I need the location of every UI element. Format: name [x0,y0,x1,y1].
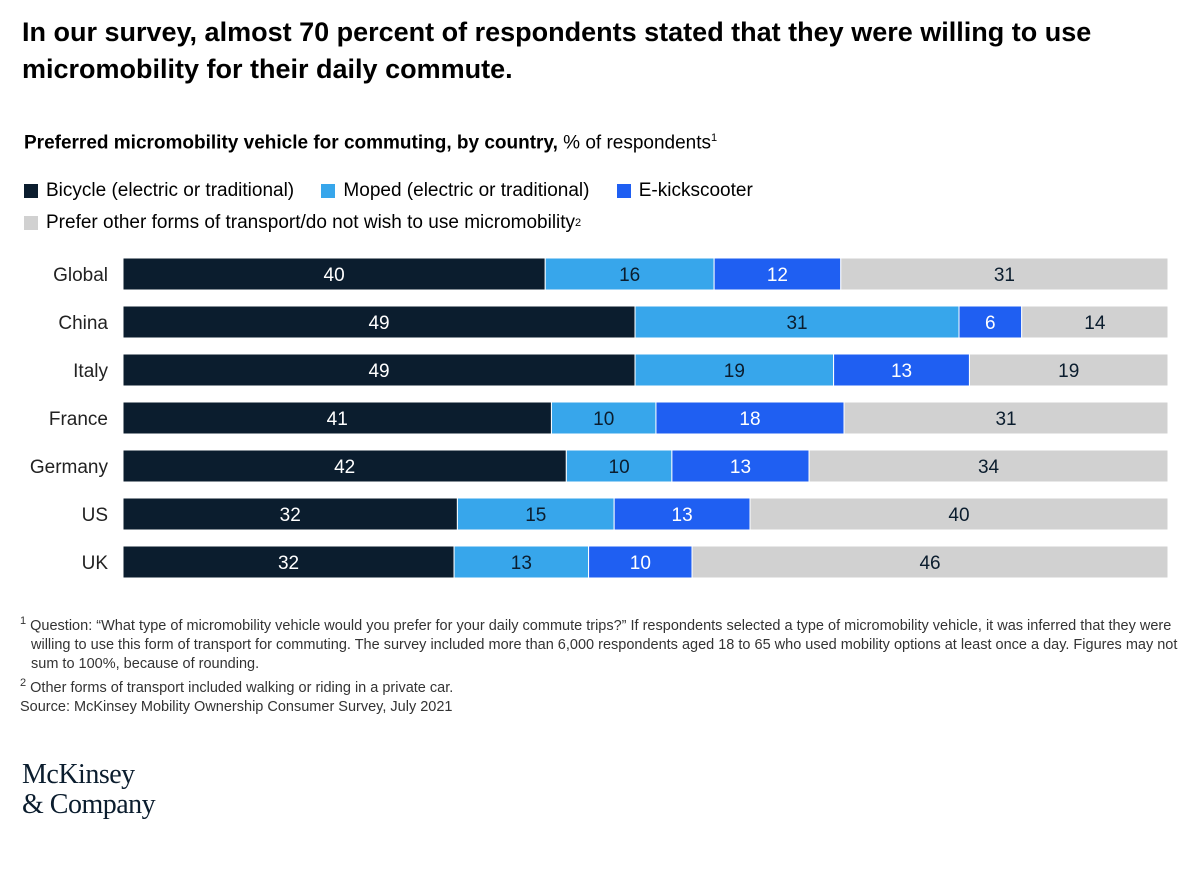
category-label: China [58,313,108,334]
bar-segment [749,497,1169,531]
bar-segment [122,305,636,339]
footnote-mark: 1 [20,615,27,627]
data-label: 10 [609,457,630,478]
data-label: 41 [327,409,348,430]
category-label: US [82,505,108,526]
data-label: 31 [994,265,1015,286]
data-label: 19 [724,361,745,382]
category-label: UK [82,553,109,574]
data-label: 31 [995,409,1016,430]
mckinsey-logo: McKinsey & Company [22,759,156,820]
chart-title: In our survey, almost 70 percent of resp… [22,17,1092,84]
data-label: 13 [672,505,693,526]
bar-segment [456,497,615,531]
legend-label: E-kickscooter [638,180,753,201]
data-label: 42 [334,457,355,478]
data-label: 40 [324,265,345,286]
legend-label: Bicycle (electric or traditional) [46,180,295,201]
legend-item-moped: Moped (electric or traditional) [321,176,589,206]
data-label: 34 [978,457,1000,478]
data-label: 10 [630,553,651,574]
footnote-2: 2 Other forms of transport included walk… [20,674,1195,698]
bar-segment [122,449,567,483]
bar-segment [565,449,673,483]
data-label: 14 [1084,313,1106,334]
data-label: 18 [739,409,760,430]
legend-footnote-mark: 2 [575,217,582,229]
bar-segment [691,545,1169,579]
legend-item-bicycle: Bicycle (electric or traditional) [24,176,294,206]
legend-label: Moped (electric or traditional) [343,180,590,201]
data-label: 15 [525,505,546,526]
bar-segment [843,401,1169,435]
category-label: Italy [73,361,108,382]
bar-segment [122,353,636,387]
bar-segment [634,353,835,387]
data-label: 19 [1058,361,1079,382]
bar-segment [1021,305,1169,339]
footnote-text: Question: “What type of micromobility ve… [26,617,1178,672]
data-label: 13 [730,457,751,478]
data-label: 32 [278,553,299,574]
legend-swatch [24,216,38,230]
data-label: 32 [280,505,301,526]
data-label: 10 [593,409,614,430]
data-label: 46 [919,553,940,574]
data-label: 13 [511,553,532,574]
data-label: 40 [948,505,969,526]
bar-segment [122,497,458,531]
subtitle-footnote-mark: 1 [711,132,718,144]
data-label: 13 [891,361,912,382]
subtitle-bold: Preferred micromobility vehicle for comm… [24,132,558,154]
footnote-1: 1 Question: “What type of micromobility … [20,612,1195,674]
bar-segment [122,401,552,435]
chart-subtitle: Preferred micromobility vehicle for comm… [24,132,717,154]
category-label: Global [53,265,108,286]
bar-segment [544,257,715,291]
data-label: 31 [786,313,807,334]
logo-line-1: McKinsey [22,759,135,790]
bar-segment [968,353,1169,387]
legend-swatch [24,184,38,198]
footnotes: 1 Question: “What type of micromobility … [20,612,1195,717]
legend-swatch [616,184,631,198]
bar-segment [840,257,1169,291]
category-label: France [49,409,108,430]
category-label: Germany [30,457,109,478]
data-label: 12 [767,265,788,286]
bar-segment [550,401,657,435]
bar-segment [808,449,1169,483]
bar-segment [122,257,546,291]
bar-segment [613,497,751,531]
bar-segment [713,257,842,291]
legend: Bicycle (electric or traditional) Moped … [24,176,1124,240]
logo-line-2: & Company [22,789,156,820]
legend-label: Prefer other forms of transport/do not w… [46,212,576,233]
legend-item-other: Prefer other forms of transport/do not w… [24,208,581,238]
footnote-mark: 2 [20,676,27,689]
bar-segment [122,545,455,579]
data-label: 6 [985,313,996,334]
source-text: Source: McKinsey Mobility Ownership Cons… [20,698,453,715]
source: Source: McKinsey Mobility Ownership Cons… [20,698,1195,717]
bar-segment [958,305,1023,339]
stacked-bar-chart: Global 40 16 12 31 China 49 31 6 14 Italy 49 19 13 19 F… [30,257,1169,579]
bar-segment [671,449,810,483]
data-label: 49 [368,361,389,382]
data-label: 49 [368,313,389,334]
bar-segment [588,545,693,579]
data-label: 16 [619,265,640,286]
bar-segment [634,305,960,339]
legend-swatch [321,184,336,198]
subtitle-unit: % of respondents [557,132,712,154]
footnote-text: Other forms of transport included walkin… [26,679,454,696]
legend-item-ekickscooter: E-kickscooter [616,176,753,206]
